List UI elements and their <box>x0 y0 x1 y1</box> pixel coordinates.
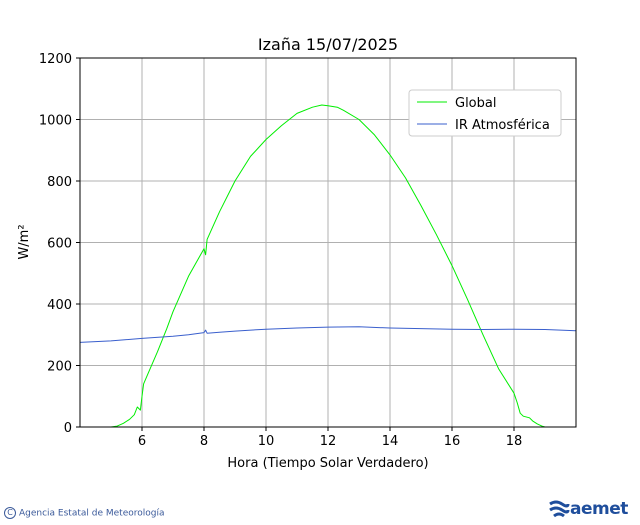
x-tick-label: 6 <box>138 434 146 449</box>
x-tick-label: 14 <box>382 434 399 449</box>
aemet-logo: aemet <box>548 499 638 521</box>
chart-title: Izaña 15/07/2025 <box>258 35 398 54</box>
series-line-global <box>80 104 576 428</box>
x-axis-label: Hora (Tiempo Solar Verdadero) <box>227 456 428 471</box>
y-tick-label: 1000 <box>39 114 72 129</box>
ticks: 6 8 10 12 14 16 18 0 200 400 600 800 1000 1200 <box>39 52 522 449</box>
copyright-icon: C <box>4 507 16 519</box>
series-layer <box>79 104 577 428</box>
y-tick-label: 400 <box>47 298 72 313</box>
x-tick-label: 8 <box>200 434 208 449</box>
agency-credit: C Agencia Estatal de Meteorología <box>4 507 165 519</box>
legend: Global IR Atmosférica <box>408 89 562 137</box>
x-tick-label: 12 <box>320 434 337 449</box>
x-tick-label: 18 <box>506 434 523 449</box>
y-tick-label: 600 <box>47 237 72 252</box>
y-tick-label: 200 <box>47 360 72 375</box>
agency-name: Agencia Estatal de Meteorología <box>19 508 165 519</box>
y-axis-label: W/m² <box>17 224 32 259</box>
aemet-logo-text: aemet <box>570 499 628 519</box>
series-line-ir-atmosf-rica <box>79 326 577 343</box>
x-tick-label: 10 <box>258 434 275 449</box>
aemet-logo-icon <box>549 500 570 518</box>
x-tick-label: 16 <box>444 434 461 449</box>
y-tick-label: 1200 <box>39 52 72 67</box>
y-tick-label: 0 <box>64 421 72 436</box>
legend-label-global: Global <box>455 96 496 111</box>
legend-label-ir: IR Atmosférica <box>455 118 550 133</box>
y-tick-label: 800 <box>47 175 72 190</box>
